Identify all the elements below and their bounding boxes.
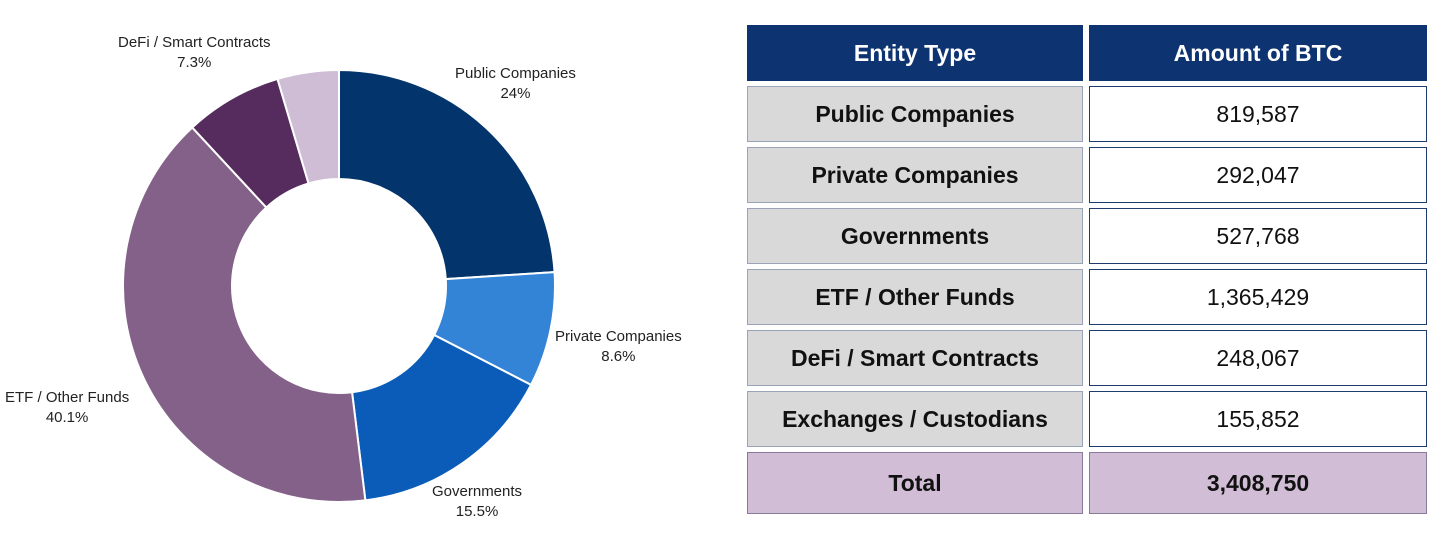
table-row: DeFi / Smart Contracts 248,067	[747, 330, 1427, 386]
table-row: Governments 527,768	[747, 208, 1427, 264]
donut-slice-governments	[350, 333, 533, 502]
donut-slice-etf-other-funds	[122, 126, 367, 503]
label-name: ETF / Other Funds	[5, 389, 130, 406]
amount-cell: 1,365,429	[1089, 269, 1427, 325]
header-entity-type: Entity Type	[747, 25, 1083, 81]
label-pct: 15.5%	[455, 503, 499, 520]
label-name: DeFi / Smart Contracts	[118, 34, 271, 51]
donut-slice-unlabeled	[276, 68, 340, 185]
label-public-companies: Public Companies 24%	[455, 64, 576, 104]
total-amount: 3,408,750	[1089, 452, 1427, 514]
label-governments: Governments 15.5%	[432, 482, 522, 522]
label-pct: 40.1%	[45, 409, 89, 426]
amount-cell: 527,768	[1089, 208, 1427, 264]
label-pct: 8.6%	[601, 348, 636, 365]
table-row: Private Companies 292,047	[747, 147, 1427, 203]
table-header-row: Entity Type Amount of BTC	[747, 25, 1427, 81]
total-label: Total	[747, 452, 1083, 514]
entity-cell: Exchanges / Custodians	[747, 391, 1083, 447]
table-total-row: Total 3,408,750	[747, 452, 1427, 514]
table-row: Exchanges / Custodians 155,852	[747, 391, 1427, 447]
donut-slice-public-companies	[338, 68, 556, 281]
table-row: Public Companies 819,587	[747, 86, 1427, 142]
label-pct: 24%	[500, 85, 531, 102]
label-etf-other-funds: ETF / Other Funds 40.1%	[5, 388, 129, 428]
donut-svg	[122, 68, 556, 503]
entity-cell: ETF / Other Funds	[747, 269, 1083, 325]
amount-cell: 248,067	[1089, 330, 1427, 386]
amount-cell: 819,587	[1089, 86, 1427, 142]
amount-cell: 292,047	[1089, 147, 1427, 203]
label-defi-smart-contracts: DeFi / Smart Contracts 7.3%	[118, 33, 271, 73]
table-row: ETF / Other Funds 1,365,429	[747, 269, 1427, 325]
label-name: Public Companies	[455, 65, 576, 82]
entity-cell: Public Companies	[747, 86, 1083, 142]
donut-chart: Public Companies 24% Private Companies 8…	[5, 33, 682, 522]
label-private-companies: Private Companies 8.6%	[555, 327, 682, 367]
label-name: Governments	[432, 483, 523, 500]
amount-cell: 155,852	[1089, 391, 1427, 447]
header-amount-btc: Amount of BTC	[1089, 25, 1427, 81]
entity-cell: Private Companies	[747, 147, 1083, 203]
label-name: Private Companies	[555, 328, 682, 345]
entity-cell: DeFi / Smart Contracts	[747, 330, 1083, 386]
btc-holdings-table: Entity Type Amount of BTC Public Compani…	[747, 25, 1427, 519]
label-pct: 7.3%	[177, 54, 212, 71]
entity-cell: Governments	[747, 208, 1083, 264]
